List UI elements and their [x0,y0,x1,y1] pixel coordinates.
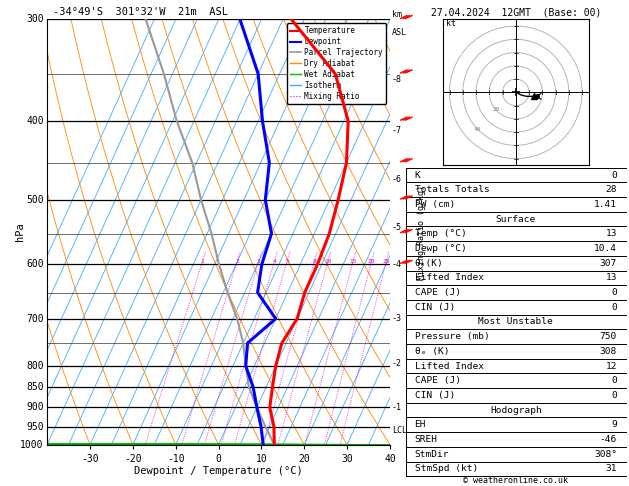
Text: -1: -1 [392,402,402,412]
Text: 12: 12 [606,362,617,370]
Text: 13: 13 [606,229,617,238]
Text: -7: -7 [392,126,402,135]
Text: 25: 25 [382,259,390,264]
Text: -5: -5 [392,223,402,231]
Text: Most Unstable: Most Unstable [479,317,553,327]
Text: Temp (°C): Temp (°C) [415,229,466,238]
Text: 5: 5 [285,259,289,264]
Text: -46: -46 [600,435,617,444]
Text: hPa: hPa [14,223,25,242]
Text: Surface: Surface [496,215,536,224]
Text: -2: -2 [392,359,402,368]
Text: 307: 307 [600,259,617,268]
Text: 500: 500 [26,195,44,205]
Text: StmSpd (kt): StmSpd (kt) [415,465,478,473]
Text: θₑ (K): θₑ (K) [415,347,449,356]
Text: PW (cm): PW (cm) [415,200,455,209]
Text: CAPE (J): CAPE (J) [415,288,460,297]
Text: CAPE (J): CAPE (J) [415,376,460,385]
Text: kt: kt [445,19,455,28]
Text: 9: 9 [611,420,617,429]
Text: EH: EH [415,420,426,429]
Text: ASL: ASL [392,28,407,37]
Text: -3: -3 [392,314,402,323]
Text: Pressure (mb): Pressure (mb) [415,332,489,341]
Text: 31: 31 [606,465,617,473]
Text: 600: 600 [26,259,44,269]
Legend: Temperature, Dewpoint, Parcel Trajectory, Dry Adiabat, Wet Adiabat, Isotherm, Mi: Temperature, Dewpoint, Parcel Trajectory… [287,23,386,104]
Text: 15: 15 [349,259,357,264]
Text: Totals Totals: Totals Totals [415,185,489,194]
Text: Hodograph: Hodograph [490,406,542,415]
Text: 950: 950 [26,421,44,432]
Text: 308: 308 [600,347,617,356]
Text: SREH: SREH [415,435,438,444]
Text: 700: 700 [26,313,44,324]
Text: 20: 20 [493,107,501,112]
Text: -6: -6 [392,175,402,184]
Text: 20: 20 [368,259,376,264]
Text: 2: 2 [235,259,239,264]
Text: 400: 400 [26,116,44,126]
Text: 0: 0 [611,171,617,179]
Text: 28: 28 [606,185,617,194]
Text: © weatheronline.co.uk: © weatheronline.co.uk [464,475,568,485]
Text: 4: 4 [272,259,276,264]
Text: StmDir: StmDir [415,450,449,459]
Text: 0: 0 [611,288,617,297]
Text: 850: 850 [26,382,44,392]
Text: 750: 750 [600,332,617,341]
Text: -34°49'S  301°32'W  21m  ASL: -34°49'S 301°32'W 21m ASL [53,7,228,17]
Text: 27.04.2024  12GMT  (Base: 00): 27.04.2024 12GMT (Base: 00) [431,7,601,17]
Text: 800: 800 [26,361,44,371]
Text: 0: 0 [611,391,617,400]
Text: 1.41: 1.41 [594,200,617,209]
Text: 308°: 308° [594,450,617,459]
Text: -4: -4 [392,260,402,269]
Text: Lifted Index: Lifted Index [415,362,484,370]
Text: km: km [392,10,402,19]
Text: -8: -8 [392,75,402,85]
Text: 0: 0 [611,303,617,312]
Text: 10: 10 [324,259,331,264]
Text: 300: 300 [26,15,44,24]
Text: LCL: LCL [392,426,407,435]
X-axis label: Dewpoint / Temperature (°C): Dewpoint / Temperature (°C) [134,467,303,476]
Text: 8: 8 [313,259,316,264]
Text: 13: 13 [606,274,617,282]
Text: 1000: 1000 [20,440,44,450]
Text: Mixing Ratio (g/kg): Mixing Ratio (g/kg) [418,185,426,279]
Text: 10.4: 10.4 [594,244,617,253]
Text: 40: 40 [474,126,481,132]
Text: 0: 0 [611,376,617,385]
Text: 1: 1 [201,259,204,264]
Text: K: K [415,171,420,179]
Text: θₑ(K): θₑ(K) [415,259,443,268]
Text: CIN (J): CIN (J) [415,391,455,400]
Text: 900: 900 [26,402,44,413]
Text: 3: 3 [257,259,260,264]
Text: CIN (J): CIN (J) [415,303,455,312]
Text: Dewp (°C): Dewp (°C) [415,244,466,253]
Text: Lifted Index: Lifted Index [415,274,484,282]
